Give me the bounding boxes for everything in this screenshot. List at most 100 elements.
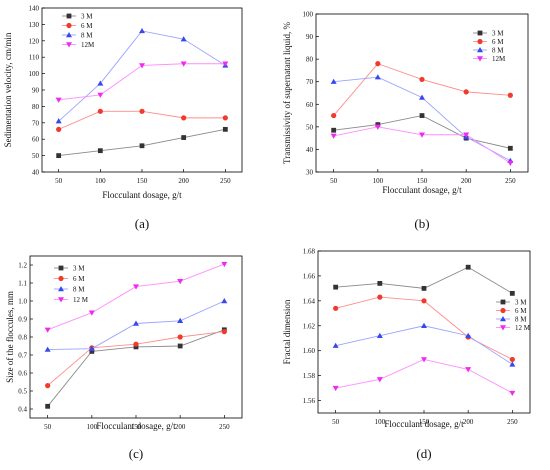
legend-marker <box>66 13 72 19</box>
x-axis-title: Flocculant dosage, g/t <box>384 419 464 429</box>
data-point <box>180 61 187 67</box>
y-tick-label: 0.4 <box>18 406 27 414</box>
data-point <box>421 357 427 363</box>
series-line-3 <box>335 358 513 394</box>
data-point <box>221 261 228 268</box>
data-point <box>45 403 51 409</box>
y-tick-label: 110 <box>29 54 40 62</box>
y-tick-label: 50 <box>32 152 40 160</box>
series-line-0 <box>47 329 225 407</box>
series-line-1 <box>58 110 226 130</box>
data-point <box>97 148 103 154</box>
data-point <box>177 317 184 323</box>
data-point <box>331 127 337 133</box>
data-point <box>331 112 337 119</box>
x-tick-label: 50 <box>55 177 63 185</box>
y-tick-label: 1.0 <box>18 298 27 306</box>
legend-marker <box>477 56 483 62</box>
data-point <box>55 97 62 103</box>
data-point <box>376 332 383 338</box>
data-point <box>465 332 472 338</box>
y-tick-label: 1.62 <box>303 322 316 330</box>
x-axis-title: Flocculant dosage, g/t <box>382 185 462 195</box>
legend-marker <box>500 325 506 331</box>
series-line-0 <box>333 115 511 149</box>
y-axis-title: Transmissivity of supernatant liquid, % <box>282 22 292 164</box>
legend-label: 3 M <box>73 265 85 273</box>
panel-label: (d) <box>416 446 431 461</box>
x-tick-label: 200 <box>178 177 189 185</box>
legend-marker <box>500 307 506 314</box>
y-tick-label: 0.5 <box>18 388 27 396</box>
y-tick-label: 60 <box>32 136 40 144</box>
legend-label: 3 M <box>515 299 527 307</box>
data-point <box>45 383 51 389</box>
data-point <box>465 367 472 373</box>
data-point <box>55 118 62 124</box>
x-tick-label: 200 <box>461 177 472 185</box>
data-point <box>374 124 381 130</box>
legend-label: 8 M <box>73 286 85 294</box>
y-tick-label: 130 <box>29 21 40 29</box>
data-point <box>377 281 383 286</box>
data-point <box>97 92 104 98</box>
x-tick-label: 250 <box>505 177 516 185</box>
series-line-3 <box>333 126 511 164</box>
x-tick-label: 250 <box>220 177 231 185</box>
y-tick-label: 100 <box>303 11 314 19</box>
data-point <box>377 294 383 300</box>
data-point <box>177 334 183 340</box>
legend-marker <box>58 297 64 303</box>
data-point <box>177 279 184 285</box>
x-tick-label: 100 <box>373 177 384 185</box>
data-point <box>56 153 62 158</box>
y-tick-label: 0.8 <box>18 334 27 342</box>
data-point <box>180 36 187 42</box>
legend-label: 6 M <box>492 38 504 46</box>
data-point <box>333 284 339 290</box>
x-tick-label: 200 <box>175 423 186 431</box>
y-tick-label: 100 <box>29 70 40 78</box>
legend-label: 12M <box>492 55 506 63</box>
y-axis-title: Size of the floccules, mm <box>5 291 15 383</box>
legend-label: 6 M <box>515 307 527 315</box>
x-tick-label: 100 <box>87 423 98 431</box>
y-tick-label: 80 <box>306 56 314 64</box>
data-point <box>88 345 95 351</box>
legend-marker <box>58 275 64 282</box>
x-tick-label: 50 <box>332 418 340 426</box>
chart-panel-d: 50 100 150 200 250 1.56 1.58 1.60 1.62 1.64 1.66 1.… <box>282 248 531 462</box>
y-tick-label: 1.2 <box>18 262 27 270</box>
data-point <box>419 94 425 100</box>
data-point <box>139 108 145 114</box>
x-tick-label: 150 <box>137 177 148 185</box>
y-tick-label: 0.6 <box>18 370 27 378</box>
plot-frame <box>317 250 531 414</box>
series-line-1 <box>335 296 513 360</box>
data-point <box>421 322 427 328</box>
y-tick-label: 90 <box>306 33 314 41</box>
data-point <box>181 115 187 121</box>
y-tick-label: 1.66 <box>303 272 316 280</box>
y-tick-label: 0.7 <box>18 352 27 360</box>
data-point <box>376 377 383 383</box>
series-line-1 <box>333 63 511 116</box>
x-tick-label: 200 <box>463 418 474 426</box>
data-point <box>509 390 516 397</box>
data-point <box>89 349 95 354</box>
data-point <box>507 160 514 166</box>
legend-label: 8 M <box>515 316 527 324</box>
y-tick-label: 1.56 <box>303 397 316 405</box>
data-point <box>56 126 62 132</box>
data-point <box>97 80 104 86</box>
data-point <box>139 143 145 149</box>
legend-label: 12 M <box>73 296 89 304</box>
data-point <box>222 126 228 132</box>
data-point <box>221 298 228 304</box>
x-tick-label: 100 <box>375 418 386 426</box>
y-tick-label: 120 <box>29 37 40 45</box>
data-point <box>419 76 425 83</box>
legend-marker <box>58 265 64 271</box>
data-point <box>139 63 145 69</box>
data-point <box>133 284 139 290</box>
